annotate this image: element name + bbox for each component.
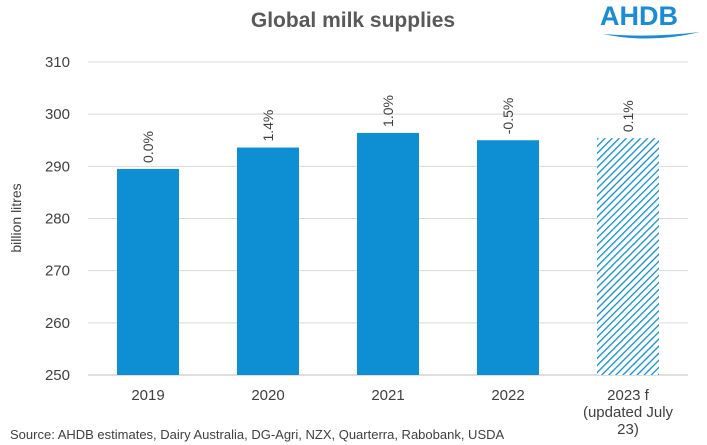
x-tick-label: 2021 xyxy=(371,387,404,404)
bar xyxy=(117,168,179,375)
y-axis-label: billion litres xyxy=(8,183,24,252)
bars xyxy=(117,132,659,375)
bar-forecast xyxy=(597,138,659,375)
y-tick-label: 250 xyxy=(45,367,70,384)
data-label: 0.0% xyxy=(140,131,156,163)
data-label: 0.1% xyxy=(620,100,636,132)
y-axis-ticks: 250 260 270 280 290 300 310 xyxy=(45,54,70,384)
x-tick-label: 2023 f (updated July 23) xyxy=(583,387,674,438)
y-tick-label: 270 xyxy=(45,263,70,280)
data-label: 1.4% xyxy=(260,110,276,142)
chart-title: Global milk supplies xyxy=(251,9,455,32)
data-labels: 0.0% 1.4% 1.0% -0.5% 0.1% xyxy=(140,95,636,163)
ahdb-logo: AHDB xyxy=(600,1,700,39)
y-tick-label: 280 xyxy=(45,211,70,228)
y-tick-label: 260 xyxy=(45,315,70,332)
data-label: -0.5% xyxy=(500,98,516,135)
x-tick-label: 2019 xyxy=(131,387,164,404)
bar xyxy=(477,140,539,375)
x-tick-label: 2022 xyxy=(491,387,524,404)
x-axis-ticks: 2019 2020 2021 2022 2023 f (updated July 23) xyxy=(131,387,673,438)
y-tick-label: 300 xyxy=(45,106,70,123)
y-tick-label: 310 xyxy=(45,54,70,71)
logo-swoosh xyxy=(603,32,700,39)
bar xyxy=(237,147,299,375)
bar xyxy=(357,132,419,375)
source-note: Source: AHDB estimates, Dairy Australia,… xyxy=(10,427,505,442)
y-tick-label: 290 xyxy=(45,158,70,175)
logo-text: AHDB xyxy=(600,1,678,31)
x-tick-label: 2020 xyxy=(251,387,284,404)
data-label: 1.0% xyxy=(380,95,396,127)
